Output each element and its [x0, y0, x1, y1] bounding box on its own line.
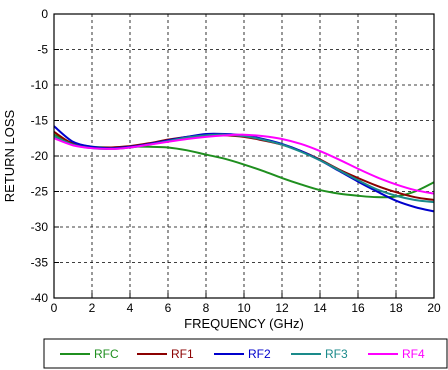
x-tick-label: 10: [237, 301, 251, 315]
x-tick-label: 20: [427, 301, 441, 315]
x-tick-label: 0: [51, 301, 58, 315]
x-axis-ticks: 0 2 4 6 8 10 12 14 16 18 20: [51, 293, 441, 315]
series-line-rf4: [53, 133, 435, 195]
y-tick-label: -20: [31, 149, 49, 163]
legend-label-rf1: RF1: [171, 347, 194, 361]
x-tick-label: 6: [165, 301, 172, 315]
x-tick-label: 4: [127, 301, 134, 315]
y-tick-label: -40: [31, 291, 49, 305]
x-tick-label: 12: [275, 301, 289, 315]
y-tick-label: -30: [31, 220, 49, 234]
y-tick-label: -25: [31, 185, 49, 199]
series-line-rf2: [53, 125, 435, 213]
series-lines: [53, 125, 435, 213]
legend-label-rf4: RF4: [402, 347, 425, 361]
legend: RFC RF1 RF2 RF3 RF4: [60, 347, 425, 361]
legend-label-rf2: RF2: [248, 347, 271, 361]
y-tick-label: -10: [31, 78, 49, 92]
x-tick-label: 16: [351, 301, 365, 315]
x-tick-label: 8: [203, 301, 210, 315]
x-tick-label: 2: [89, 301, 96, 315]
y-tick-label: 0: [41, 7, 48, 21]
y-axis-ticks: 0 -5 -10 -15 -20 -25 -30 -35 -40: [31, 7, 59, 305]
x-tick-label: 14: [313, 301, 327, 315]
grid-lines: [54, 14, 434, 298]
y-axis-title: RETURN LOSS: [2, 109, 17, 202]
x-tick-label: 18: [389, 301, 403, 315]
legend-label-rf3: RF3: [325, 347, 348, 361]
y-tick-label: -35: [31, 256, 49, 270]
legend-label-rfc: RFC: [94, 347, 119, 361]
y-tick-label: -15: [31, 114, 49, 128]
x-axis-title: FREQUENCY (GHz): [184, 316, 304, 331]
y-tick-label: -5: [37, 43, 48, 57]
